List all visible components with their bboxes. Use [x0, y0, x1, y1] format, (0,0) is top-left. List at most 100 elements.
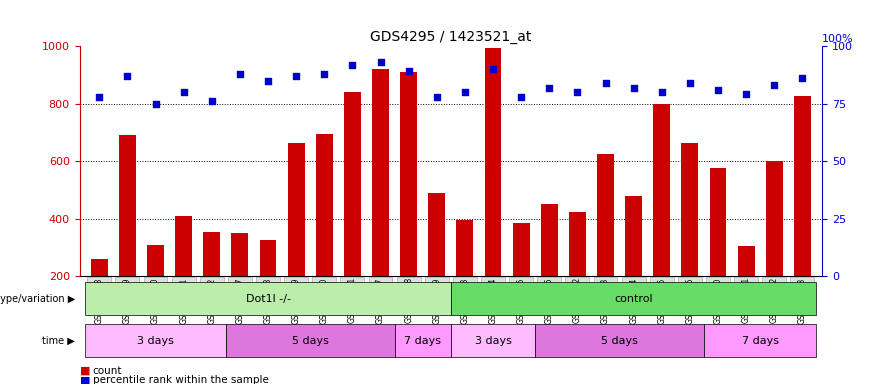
FancyBboxPatch shape — [706, 277, 730, 315]
Text: GSM636718: GSM636718 — [404, 277, 413, 323]
Point — [373, 59, 387, 65]
Bar — [541, 204, 558, 276]
Text: genotype/variation ▶: genotype/variation ▶ — [0, 293, 75, 304]
Text: 7 days: 7 days — [742, 336, 779, 346]
Point — [514, 94, 529, 100]
Text: GSM636713: GSM636713 — [601, 277, 610, 324]
Text: GSM636703: GSM636703 — [461, 277, 469, 324]
Bar — [738, 246, 755, 276]
FancyBboxPatch shape — [735, 277, 758, 315]
Point — [598, 80, 613, 86]
Text: ■: ■ — [80, 366, 90, 376]
Point — [458, 89, 472, 95]
Point — [149, 101, 163, 107]
FancyBboxPatch shape — [566, 277, 590, 315]
FancyBboxPatch shape — [171, 277, 195, 315]
Text: GSM636704: GSM636704 — [489, 277, 498, 324]
Point — [430, 94, 444, 100]
Text: GSM636720: GSM636720 — [713, 277, 722, 324]
Text: count: count — [93, 366, 122, 376]
Text: GSM636715: GSM636715 — [658, 277, 667, 324]
FancyBboxPatch shape — [453, 277, 476, 315]
Bar — [400, 72, 417, 276]
Point — [92, 94, 106, 100]
FancyBboxPatch shape — [369, 277, 392, 315]
Point — [486, 66, 500, 72]
FancyBboxPatch shape — [790, 277, 814, 315]
Bar — [625, 196, 642, 276]
FancyBboxPatch shape — [143, 277, 167, 315]
Point — [542, 84, 556, 91]
FancyBboxPatch shape — [537, 277, 561, 315]
Text: GSM636702: GSM636702 — [207, 277, 217, 324]
FancyBboxPatch shape — [704, 324, 817, 357]
Bar — [147, 245, 164, 276]
Bar — [794, 96, 811, 276]
FancyBboxPatch shape — [256, 277, 280, 315]
Point — [739, 91, 753, 98]
Bar — [260, 240, 277, 276]
FancyBboxPatch shape — [593, 277, 618, 315]
Text: GSM636706: GSM636706 — [545, 277, 553, 324]
Bar — [569, 212, 586, 276]
Text: GSM636717: GSM636717 — [376, 277, 385, 324]
Point — [796, 75, 810, 81]
Bar — [484, 48, 501, 276]
Text: 100%: 100% — [822, 34, 854, 44]
FancyBboxPatch shape — [397, 277, 421, 315]
Text: GSM636722: GSM636722 — [770, 277, 779, 323]
Bar — [91, 259, 108, 276]
FancyBboxPatch shape — [340, 277, 364, 315]
FancyBboxPatch shape — [85, 324, 225, 357]
Bar — [316, 134, 332, 276]
Bar — [597, 154, 614, 276]
Point — [401, 68, 415, 74]
Bar — [766, 161, 782, 276]
Point — [346, 61, 360, 68]
Text: GSM636712: GSM636712 — [573, 277, 582, 323]
Point — [120, 73, 134, 79]
Bar — [429, 193, 446, 276]
FancyBboxPatch shape — [312, 277, 336, 315]
Text: GSM636721: GSM636721 — [742, 277, 751, 323]
Point — [570, 89, 584, 95]
Bar — [710, 169, 727, 276]
FancyBboxPatch shape — [762, 277, 786, 315]
Text: 3 days: 3 days — [475, 336, 512, 346]
Text: GSM636701: GSM636701 — [179, 277, 188, 324]
FancyBboxPatch shape — [481, 277, 505, 315]
Text: GSM636705: GSM636705 — [516, 277, 526, 324]
Point — [205, 98, 219, 104]
Bar — [456, 220, 473, 276]
Text: GSM636710: GSM636710 — [320, 277, 329, 324]
Text: GSM636719: GSM636719 — [432, 277, 441, 324]
FancyBboxPatch shape — [228, 277, 252, 315]
Text: 5 days: 5 days — [601, 336, 638, 346]
Bar — [344, 92, 361, 276]
Point — [177, 89, 191, 95]
FancyBboxPatch shape — [116, 277, 140, 315]
Text: control: control — [614, 293, 653, 304]
FancyBboxPatch shape — [225, 324, 394, 357]
Text: GSM636716: GSM636716 — [685, 277, 695, 324]
FancyBboxPatch shape — [451, 282, 817, 315]
FancyBboxPatch shape — [535, 324, 704, 357]
Text: GSM636723: GSM636723 — [798, 277, 807, 324]
Bar — [232, 233, 248, 276]
Point — [682, 80, 697, 86]
Text: time ▶: time ▶ — [42, 336, 75, 346]
Text: 7 days: 7 days — [404, 336, 441, 346]
Bar — [175, 216, 192, 276]
FancyBboxPatch shape — [621, 277, 645, 315]
FancyBboxPatch shape — [394, 324, 451, 357]
Point — [232, 71, 247, 77]
Bar — [119, 136, 136, 276]
Bar — [653, 104, 670, 276]
Point — [767, 82, 781, 88]
Point — [289, 73, 303, 79]
Point — [655, 89, 669, 95]
Text: percentile rank within the sample: percentile rank within the sample — [93, 375, 269, 384]
Bar — [287, 142, 305, 276]
Text: GSM636698: GSM636698 — [95, 277, 103, 324]
Title: GDS4295 / 1423521_at: GDS4295 / 1423521_at — [370, 30, 531, 44]
